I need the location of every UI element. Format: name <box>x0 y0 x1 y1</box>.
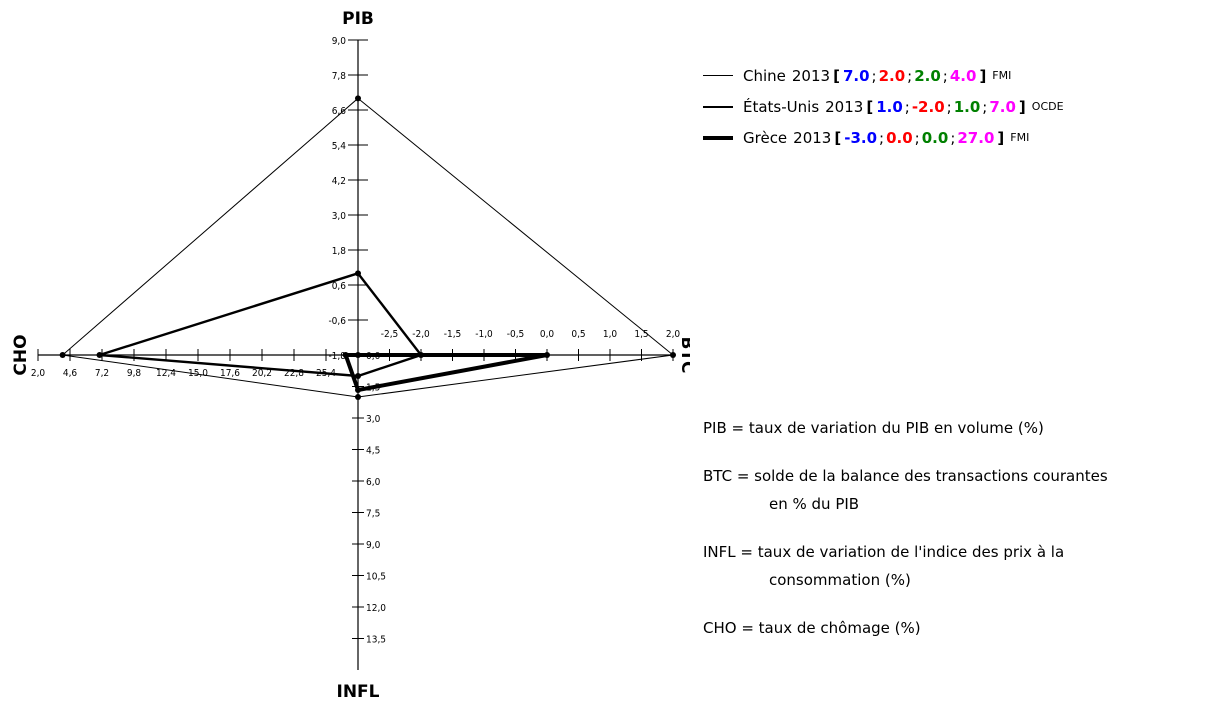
series-point-gr-ce <box>355 352 361 358</box>
pib-tick-label: 6,6 <box>332 106 347 117</box>
legend-source: FMI <box>1010 131 1030 144</box>
legend: Chine 2013 [ 7.0; 2.0; 2.0; 4.0 ] FMI Ét… <box>703 60 1064 153</box>
cho-tick-label: 17,6 <box>220 368 240 379</box>
legend-line-medium <box>703 105 733 108</box>
radar-chart: -1,8 -0,6 0,6 1,8 3,0 4,2 5,4 6,6 7,8 9,0 -2,5 -2,0… <box>11 9 690 702</box>
definition-btc: BTC = solde de la balance des transactio… <box>703 467 1108 485</box>
btc-tick-label: 1,5 <box>634 329 648 340</box>
legend-value-infl: 0.0 <box>921 128 949 147</box>
series-point-chine <box>59 352 66 358</box>
legend-value-btc: -2.0 <box>911 97 945 116</box>
btc-tick-label: -1,0 <box>475 329 493 340</box>
definition-pib: PIB = taux de variation du PIB en volume… <box>703 419 1044 437</box>
btc-tick-label: 2,0 <box>666 329 681 340</box>
series-point-chine <box>670 352 676 358</box>
axis-title-pib: PIB <box>342 9 374 29</box>
legend-bracket-close: ] <box>1018 97 1026 116</box>
pib-tick-label: 5,4 <box>332 141 347 152</box>
cho-tick-label: 4,6 <box>63 368 78 379</box>
btc-tick-label: -2,0 <box>412 329 430 340</box>
legend-series-name: États-Unis <box>743 97 820 116</box>
infl-tick-label: 13,5 <box>366 635 386 646</box>
legend-value-pib: 7.0 <box>842 66 870 85</box>
infl-tick-label: 3,0 <box>366 414 381 425</box>
infl-tick-label: 12,0 <box>366 603 386 614</box>
legend-value-infl: 2.0 <box>914 66 941 85</box>
legend-row-grece: Grèce 2013 [ -3.0; 0.0; 0.0; 27.0 ] FMI <box>703 122 1064 153</box>
series-point--tats-unis <box>355 373 361 379</box>
infl-tick-label: 10,5 <box>366 572 386 583</box>
legend-bracket-open: [ <box>866 97 874 116</box>
btc-tick-label: 0,0 <box>540 329 555 340</box>
series-point-gr-ce <box>342 352 349 358</box>
pib-tick-label: -1,8 <box>328 351 346 362</box>
pib-tick-label: -0,6 <box>328 316 346 327</box>
legend-value-cho: 27.0 <box>957 128 995 147</box>
legend-value-pib: 1.0 <box>876 97 903 116</box>
axis-title-cho: CHO <box>11 334 31 375</box>
btc-tick-label: -1,5 <box>444 329 462 340</box>
legend-source: FMI <box>992 69 1012 82</box>
legend-value-btc: 2.0 <box>878 66 906 85</box>
axis-title-infl: INFL <box>337 682 380 702</box>
legend-year: 2013 <box>793 128 832 147</box>
legend-bracket-open: [ <box>833 66 840 85</box>
legend-value-cho: 7.0 <box>989 97 1016 116</box>
legend-year: 2013 <box>791 66 831 85</box>
series-point--tats-unis <box>96 352 103 358</box>
infl-tick-label: 6,0 <box>366 477 381 488</box>
pib-tick-label: 0,6 <box>332 281 347 292</box>
series-point-chine <box>355 394 361 400</box>
series-point-gr-ce <box>355 387 361 393</box>
pib-tick-label: 9,0 <box>332 36 347 47</box>
legend-value-pib: -3.0 <box>844 128 878 147</box>
legend-bracket-open: [ <box>834 128 842 147</box>
legend-series-name: Grèce <box>743 128 788 147</box>
pib-tick-label: 1,8 <box>332 246 347 257</box>
definition-cho: CHO = taux de chômage (%) <box>703 619 921 637</box>
btc-tick-label: 0,5 <box>571 329 585 340</box>
legend-value-cho: 4.0 <box>949 66 977 85</box>
legend-line-thin <box>703 75 733 76</box>
definition-btc-continued: en % du PIB <box>769 495 860 513</box>
legend-source: OCDE <box>1031 100 1064 113</box>
series-point-gr-ce <box>544 352 550 358</box>
cho-tick-label: 20,2 <box>252 368 272 379</box>
legend-row-chine: Chine 2013 [ 7.0; 2.0; 2.0; 4.0 ] FMI <box>703 60 1064 91</box>
cho-tick-label: 2,0 <box>31 368 46 379</box>
definition-infl-continued: consommation (%) <box>769 571 911 589</box>
infl-tick-label: 7,5 <box>366 509 380 520</box>
definition-infl: INFL = taux de variation de l'indice des… <box>703 543 1065 561</box>
cho-tick-label: 22,8 <box>284 368 304 379</box>
infl-tick-label: 4,5 <box>366 446 380 457</box>
cho-tick-label: 12,4 <box>156 368 176 379</box>
legend-value-infl: 1.0 <box>953 97 981 116</box>
legend-row-etats-unis: États-Unis 2013 [ 1.0; -2.0; 1.0; 7.0 ] … <box>703 91 1064 122</box>
legend-bracket-close: ] <box>997 128 1005 147</box>
cho-tick-label: 15,0 <box>188 368 208 379</box>
axis-title-btc: BTC <box>677 336 690 373</box>
pib-tick-label: 4,2 <box>332 176 346 187</box>
legend-series-name: Chine <box>743 66 786 85</box>
legend-year: 2013 <box>825 97 864 116</box>
legend-value-btc: 0.0 <box>886 128 913 147</box>
series-point--tats-unis <box>355 270 361 277</box>
btc-tick-label: -0,5 <box>507 329 525 340</box>
legend-line-thick <box>703 135 733 140</box>
btc-tick-label: -2,5 <box>381 329 399 340</box>
axis-definitions: PIB = taux de variation du PIB en volume… <box>703 414 1108 642</box>
cho-tick-label: 7,2 <box>95 368 109 379</box>
pib-tick-label: 3,0 <box>332 211 347 222</box>
pib-tick-label: 7,8 <box>332 71 347 82</box>
legend-bracket-close: ] <box>979 66 987 85</box>
btc-tick-label: 1,0 <box>603 329 618 340</box>
series-point-chine <box>355 95 361 102</box>
cho-tick-label: 9,8 <box>127 368 142 379</box>
infl-tick-label: 9,0 <box>366 540 381 551</box>
